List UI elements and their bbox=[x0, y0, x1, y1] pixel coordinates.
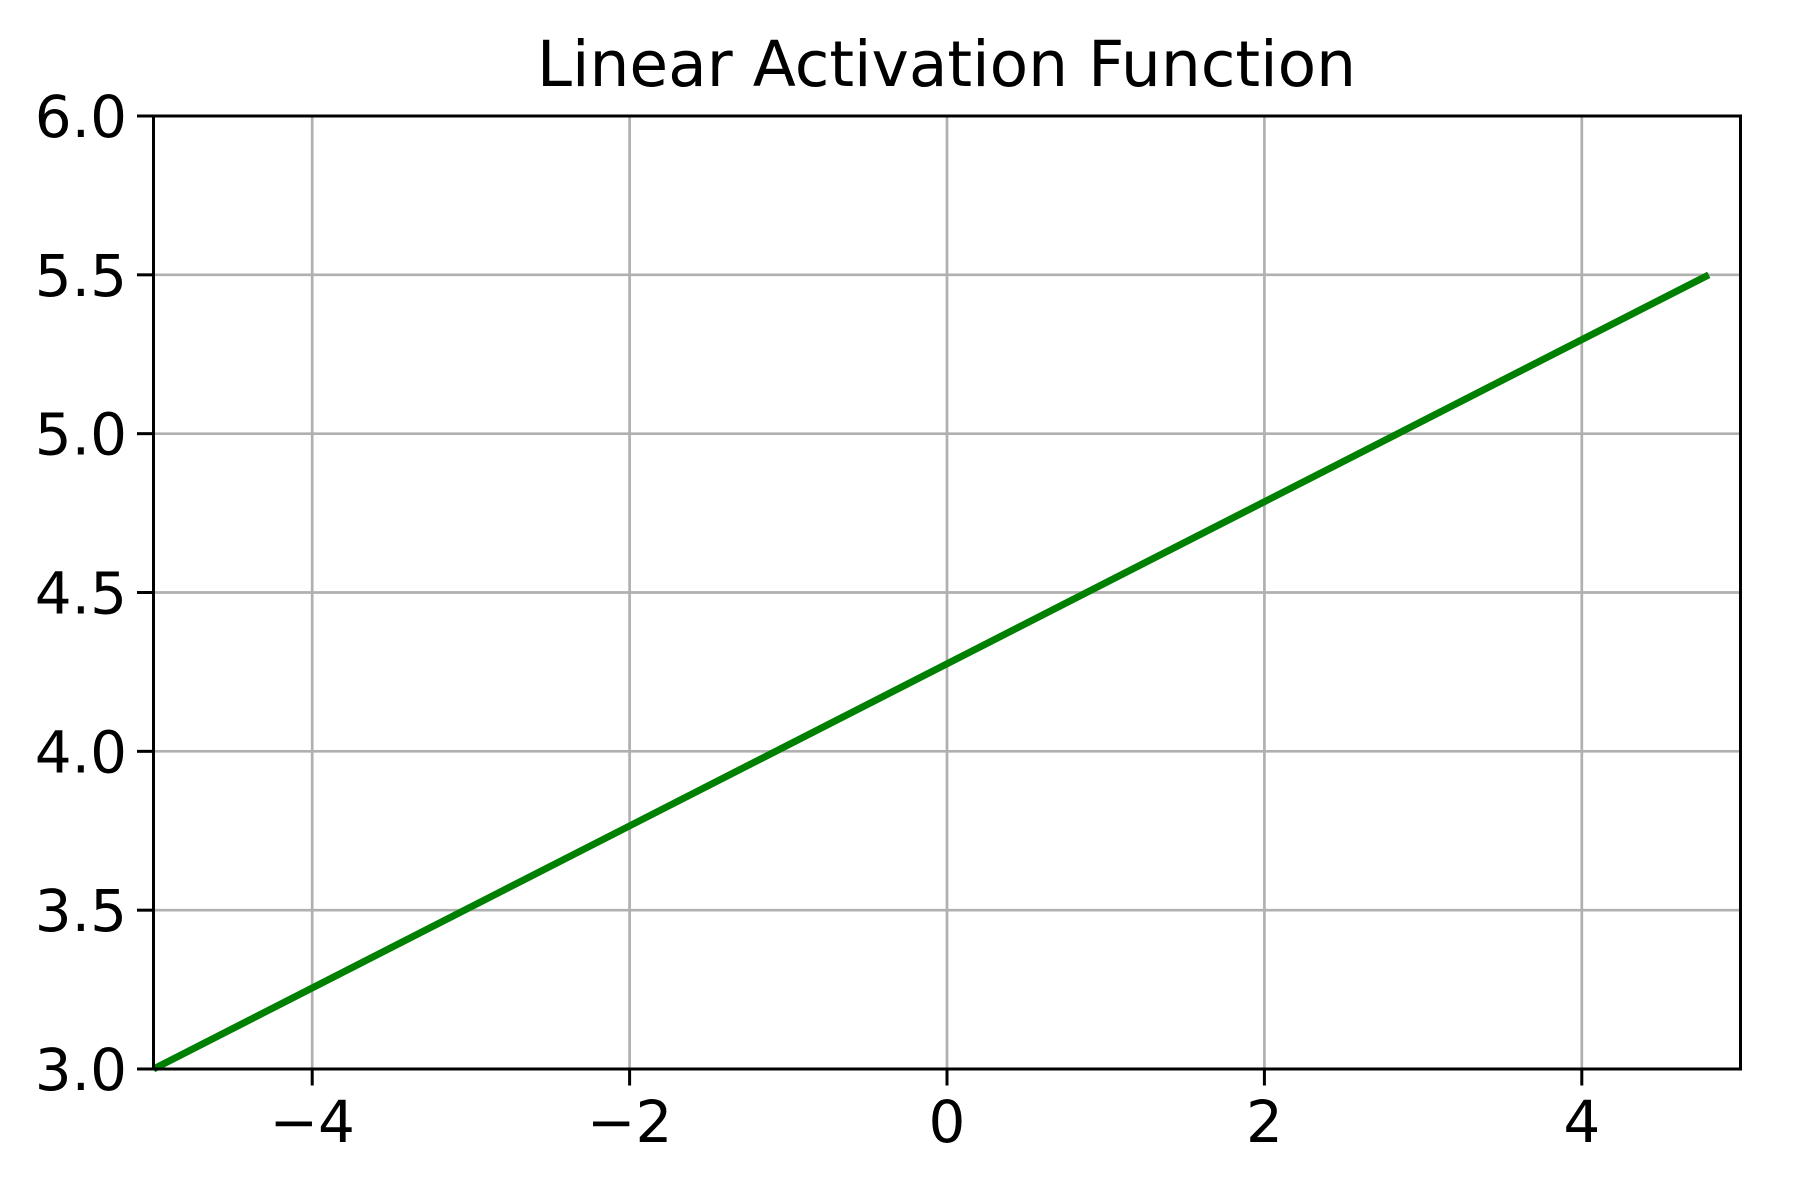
y-tick-label: 4.5 bbox=[35, 560, 127, 628]
y-tick-label: 3.5 bbox=[35, 877, 127, 945]
y-tick-label: 4.0 bbox=[35, 718, 127, 786]
y-tick-label: 5.0 bbox=[35, 401, 127, 469]
axes-frame bbox=[152, 114, 1742, 1071]
x-tick-label: 2 bbox=[1246, 1088, 1283, 1156]
x-tick-label: 4 bbox=[1563, 1088, 1600, 1156]
linear-activation-line bbox=[151, 271, 1711, 1073]
x-tick-label: 0 bbox=[929, 1088, 966, 1156]
y-tick-label: 3.0 bbox=[35, 1036, 127, 1104]
x-tick-label: −4 bbox=[269, 1088, 355, 1156]
x-tick-label: −2 bbox=[587, 1088, 673, 1156]
chart-title: Linear Activation Function bbox=[536, 28, 1357, 101]
y-tick-label: 5.5 bbox=[35, 242, 127, 310]
y-tick-label: 6.0 bbox=[35, 83, 127, 151]
